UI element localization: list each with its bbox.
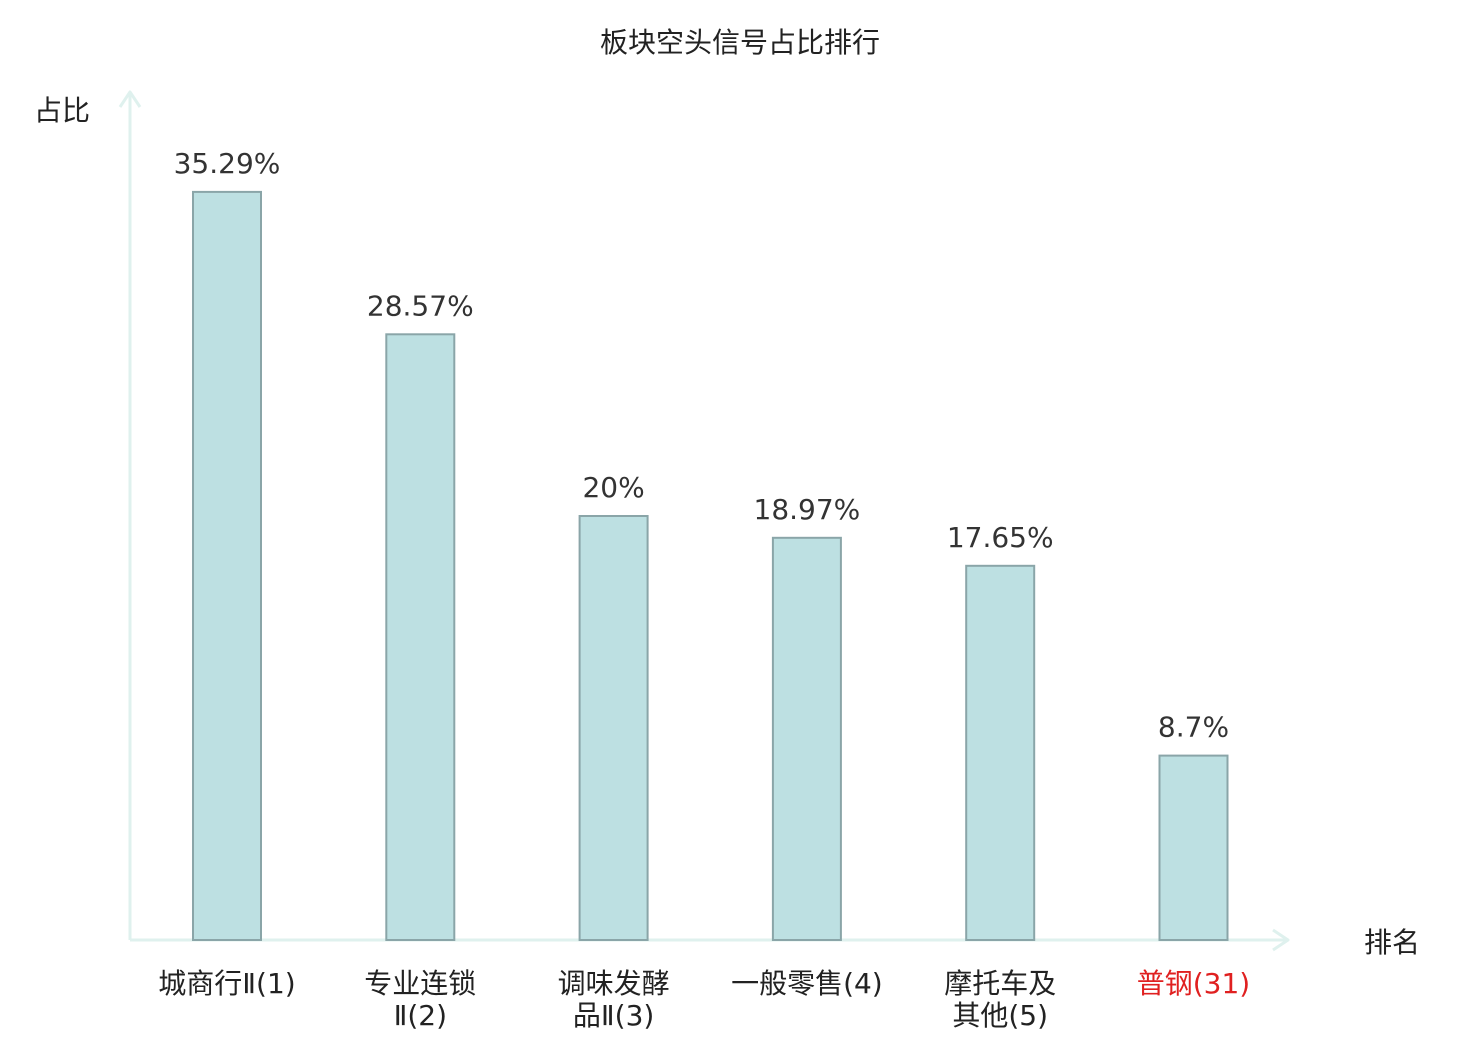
x-axis-label: 排名	[1364, 926, 1420, 959]
x-tick-label: Ⅱ(2)	[394, 999, 447, 1032]
x-tick-label: 专业连锁	[364, 967, 476, 1000]
value-labels-group: 35.29% 28.57% 20% 18.97% 17.65% 8.7%	[174, 147, 1229, 744]
x-tick-label: 一般零售(4)	[731, 967, 883, 1000]
bar	[771, 536, 842, 941]
x-axis-arrow-icon	[1272, 928, 1290, 952]
y-axis-label: 占比	[34, 94, 90, 127]
axes	[118, 90, 1290, 952]
x-tick-label: 城商行Ⅱ(1)	[158, 967, 295, 1000]
bar	[192, 190, 262, 941]
x-tick-label: 摩托车及	[944, 967, 1056, 1000]
bar-value-label: 8.7%	[1158, 711, 1229, 744]
bar	[385, 333, 456, 941]
bar	[965, 564, 1036, 941]
bar-value-label: 17.65%	[947, 521, 1054, 554]
chart-title: 板块空头信号占比排行	[600, 26, 880, 59]
bar-value-label: 28.57%	[367, 289, 474, 322]
bar	[1158, 754, 1229, 941]
bar-value-label: 20%	[582, 471, 644, 504]
x-tick-label: 调味发酵	[558, 967, 670, 1000]
bars-group	[192, 190, 1229, 941]
x-tick-label: 普钢(31)	[1137, 967, 1250, 1000]
y-axis-arrow-icon	[118, 90, 142, 108]
bar-value-label: 18.97%	[754, 493, 861, 526]
bar-value-label: 35.29%	[174, 147, 281, 180]
bar	[578, 515, 649, 941]
x-tick-label: 其他(5)	[952, 999, 1048, 1032]
x-tick-label: 品Ⅱ(3)	[573, 999, 654, 1032]
